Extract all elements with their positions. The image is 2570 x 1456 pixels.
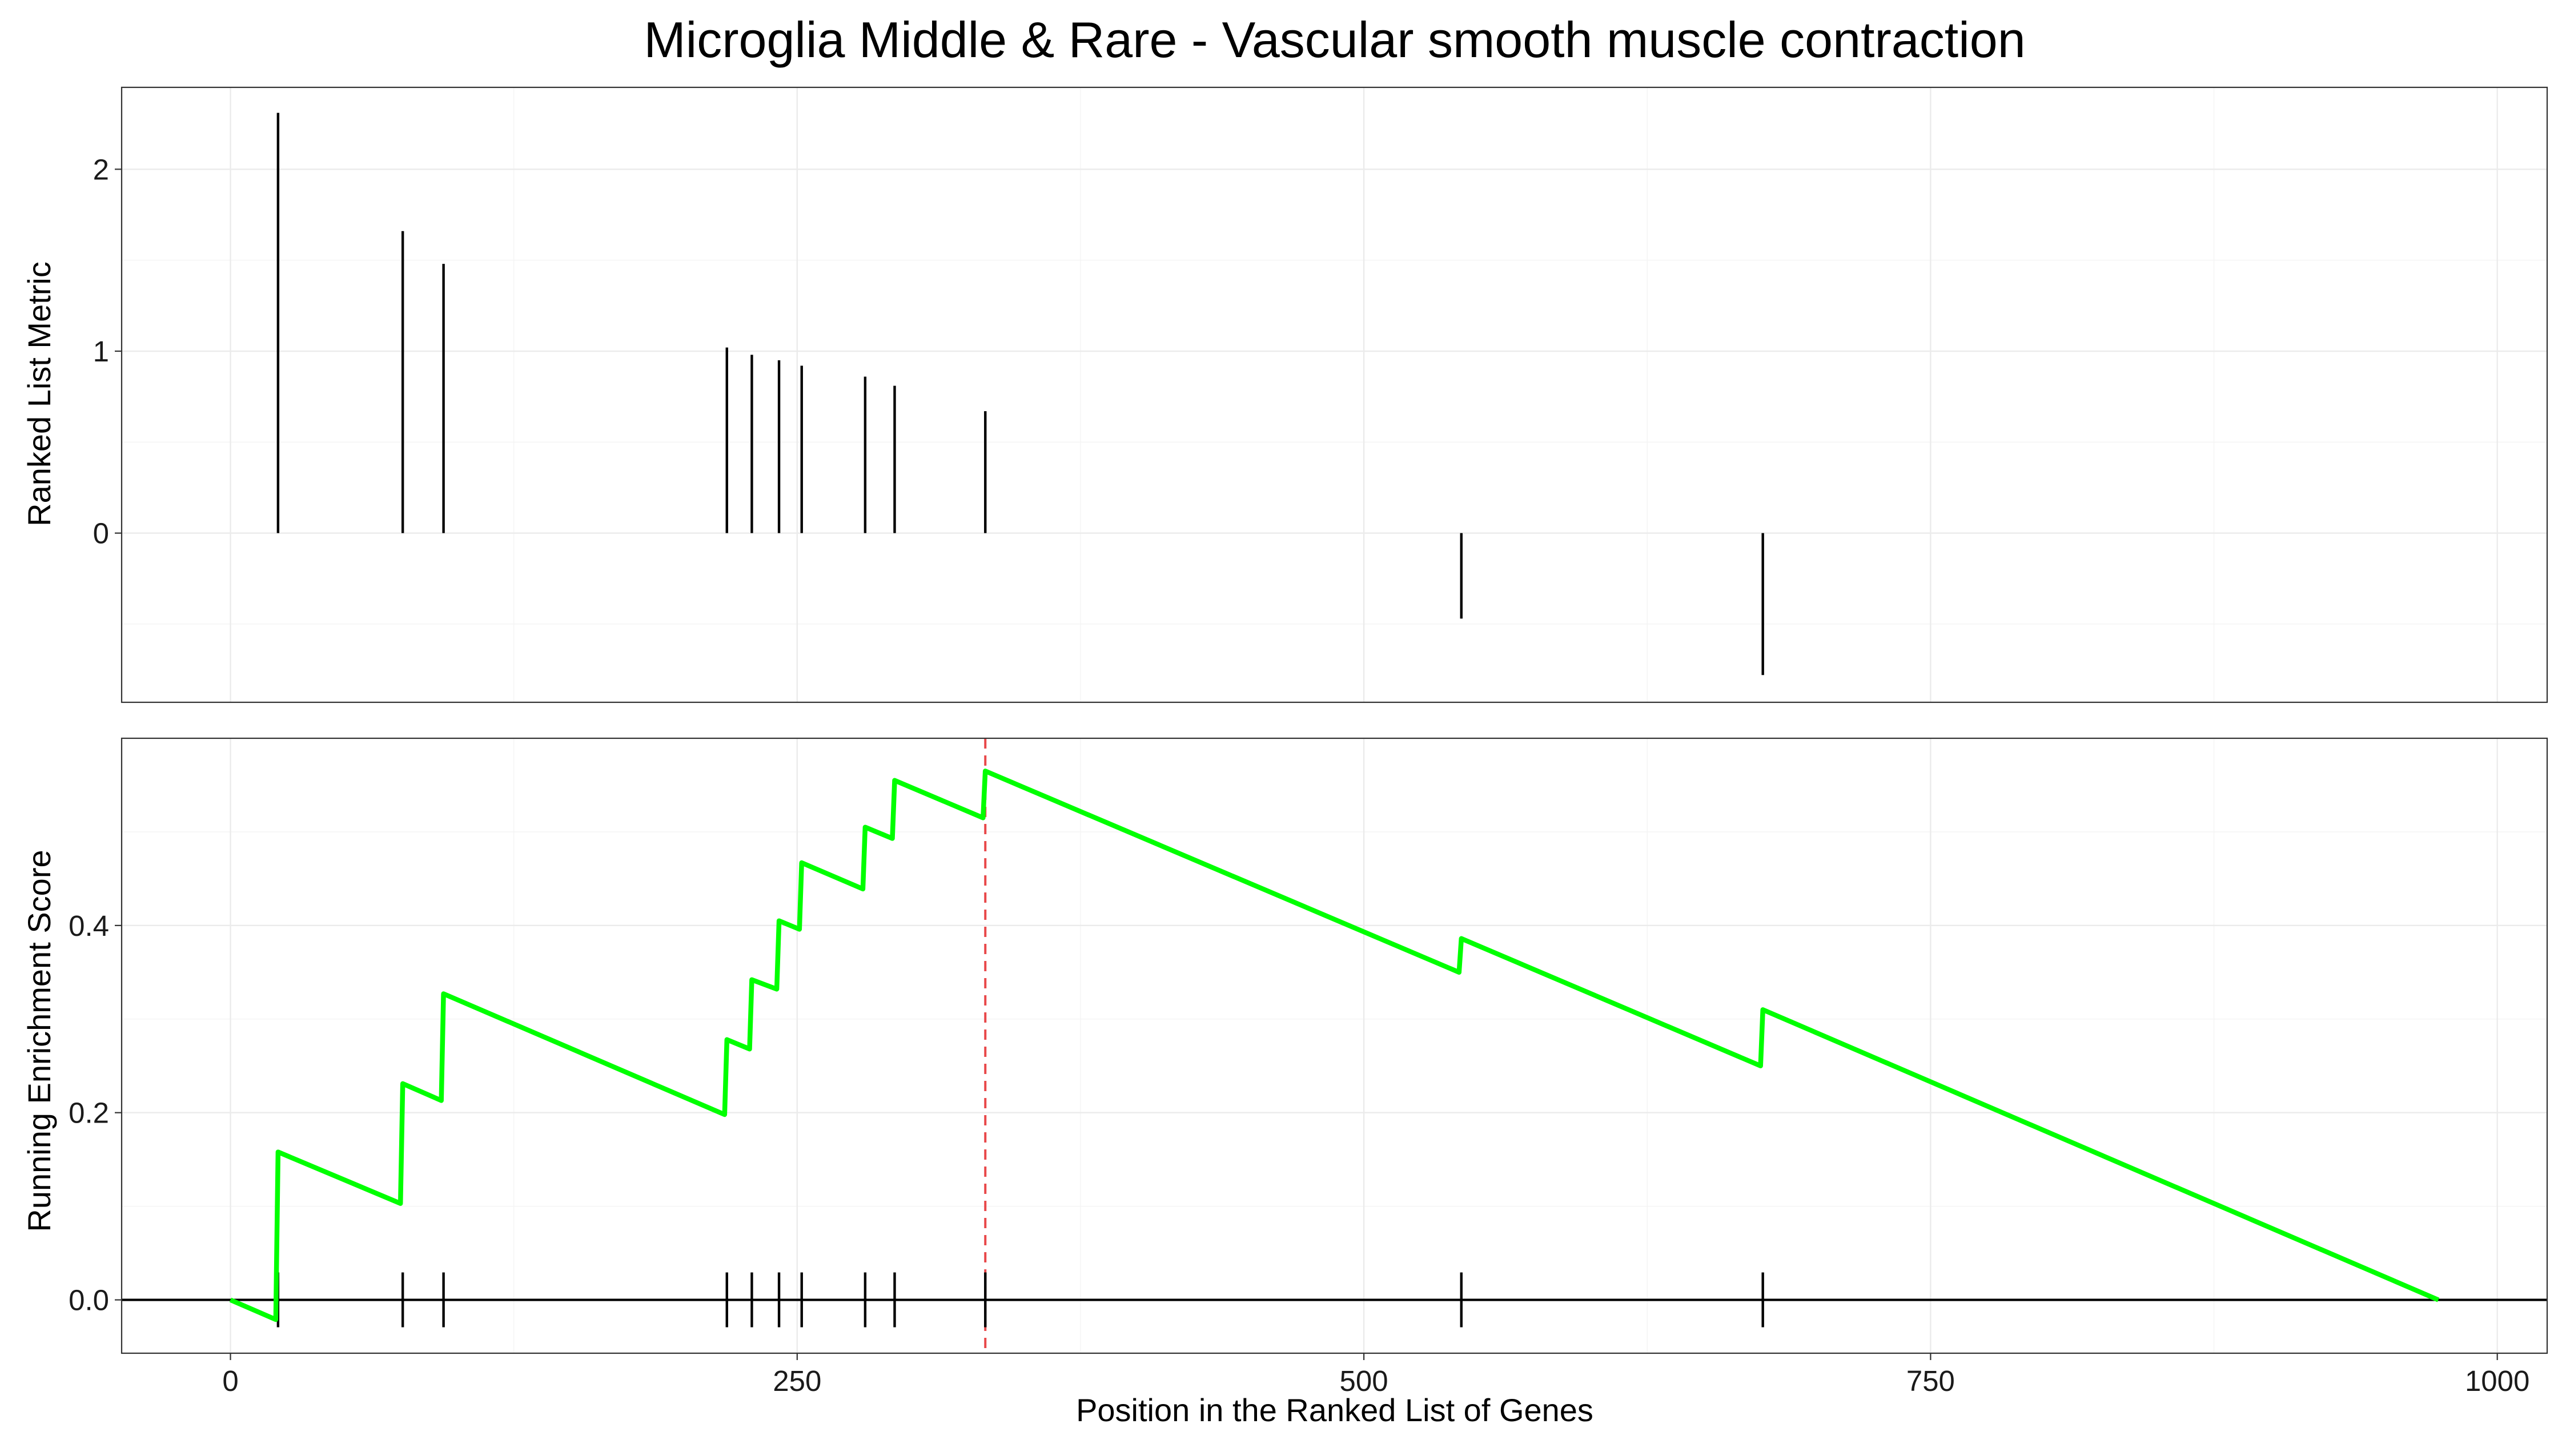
x-axis: 0 250 500 750 1000: [222, 1353, 2529, 1397]
enrichment-score-panel: 0.0 0.2 0.4: [69, 737, 2548, 1354]
running-enrichment-score-line: [229, 769, 2440, 1322]
plot-title: Microglia Middle & Rare - Vascular smoot…: [644, 11, 2025, 68]
enrichment-y-tick-label: 0.2: [69, 1097, 109, 1129]
enrichment-y-tick-label: 0.0: [69, 1284, 109, 1317]
x-tick-label: 500: [1340, 1365, 1388, 1397]
ranked-metric-panel: 0 1 2: [93, 86, 2548, 703]
enrichment-y-tick-label: 0.4: [69, 910, 109, 942]
metric-y-axis-title: Ranked List Metric: [21, 262, 57, 526]
metric-panel-border: [121, 86, 2548, 703]
x-tick-label: 1000: [2465, 1365, 2529, 1397]
metric-y-tick-label: 0: [93, 517, 109, 550]
x-axis-title: Position in the Ranked List of Genes: [1076, 1392, 1593, 1428]
x-tick-label: 750: [1906, 1365, 1955, 1397]
x-tick-label: 250: [773, 1365, 821, 1397]
metric-y-tick-label: 2: [93, 153, 109, 186]
enrichment-panel-border: [121, 737, 2548, 1354]
metric-y-tick-label: 1: [93, 335, 109, 368]
x-tick-label: 0: [222, 1365, 238, 1397]
enrichment-y-axis-title: Running Enrichment Score: [21, 850, 57, 1232]
